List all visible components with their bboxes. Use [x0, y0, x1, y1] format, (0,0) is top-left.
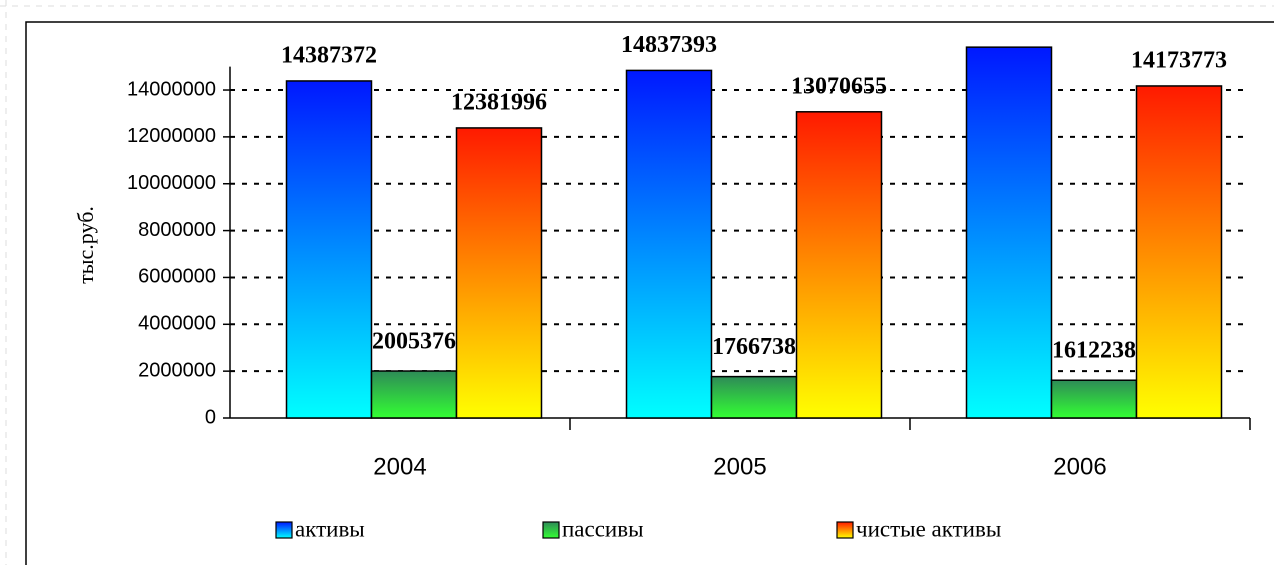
bar [710, 375, 798, 419]
y-tick-label: 4000000 [138, 313, 216, 335]
y-axis-label: тыс.руб. [73, 206, 98, 284]
legend-swatch [542, 521, 560, 539]
data-label: 1612238 [1052, 338, 1136, 364]
x-tick-label: 2005 [713, 453, 766, 480]
data-label: 14173773 [1131, 47, 1227, 73]
legend-label: пассивы [562, 516, 644, 541]
data-label: 14837393 [621, 32, 717, 58]
y-tick-label: 14000000 [127, 78, 216, 100]
legend-label: чистые активы [856, 516, 1001, 541]
data-label: 1766738 [712, 334, 796, 360]
bar [1135, 85, 1223, 419]
bar [1050, 379, 1138, 419]
y-tick-label: 0 [205, 406, 216, 428]
bar [625, 69, 713, 419]
legend-label: активы [295, 516, 365, 541]
bar [285, 80, 373, 419]
y-tick-label: 8000000 [138, 219, 216, 241]
legend-swatch [836, 521, 854, 539]
y-tick-label: 2000000 [138, 359, 216, 381]
x-tick-label: 2006 [1053, 453, 1106, 480]
data-label: 2005376 [372, 329, 456, 355]
bar [965, 46, 1053, 419]
y-tick-label: 6000000 [138, 266, 216, 288]
bar [370, 370, 458, 419]
y-tick-label: 10000000 [127, 172, 216, 194]
data-label: 14387372 [281, 42, 377, 68]
x-tick-label: 2004 [373, 453, 426, 480]
bar [455, 127, 543, 419]
bar [795, 111, 883, 419]
y-tick-label: 12000000 [127, 125, 216, 147]
legend-swatch [275, 521, 293, 539]
data-label: 12381996 [451, 89, 547, 115]
data-label: 13070655 [791, 73, 887, 99]
